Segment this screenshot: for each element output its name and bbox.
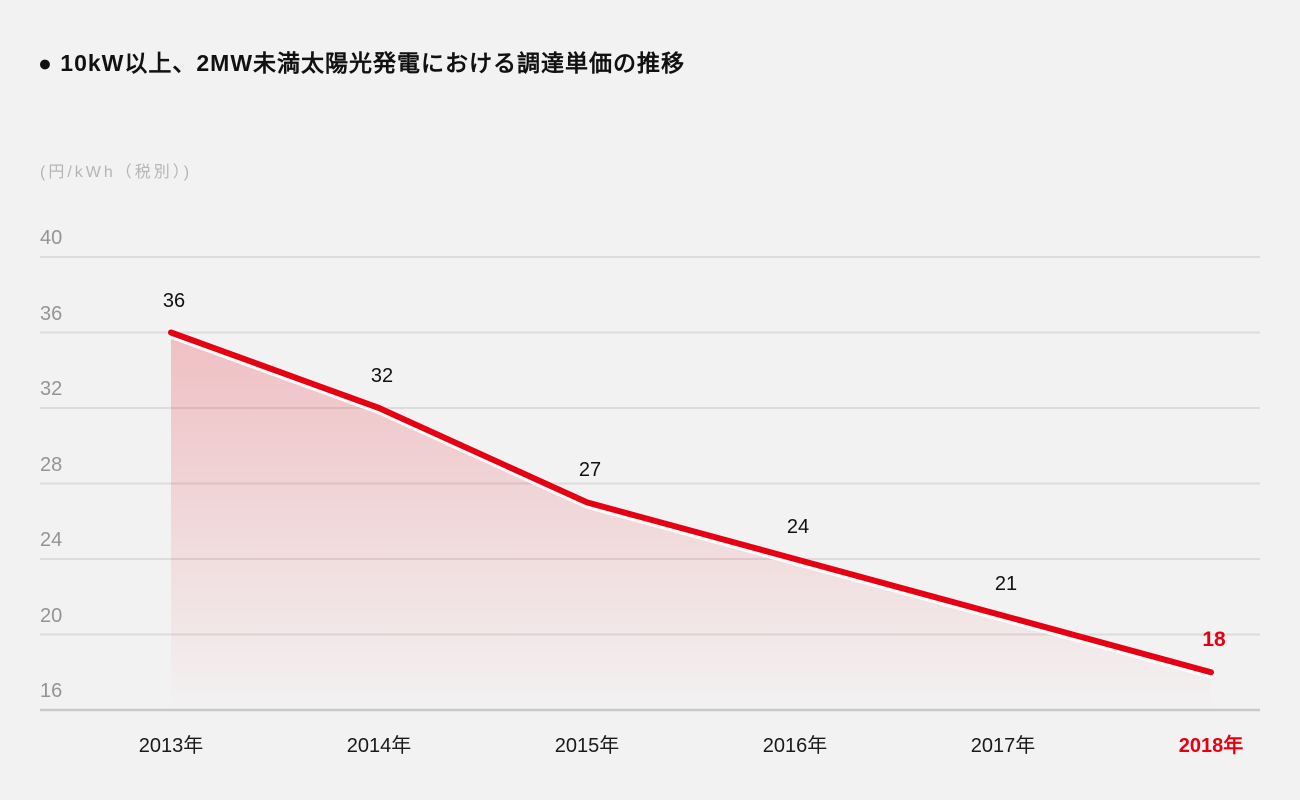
chart-line	[168, 329, 1214, 676]
x-axis-label-4: 2016年	[762, 735, 828, 757]
data-point-label-6: 18	[1202, 628, 1226, 652]
x-axis-label-1: 2013年	[138, 735, 204, 757]
y-tick-label-28: 28	[40, 453, 63, 476]
y-tick-label-20: 20	[40, 604, 63, 627]
y-tick-label-24: 24	[40, 529, 63, 551]
chart-line-white-outline	[169, 335, 1213, 679]
y-tick-label-40: 40	[40, 227, 63, 249]
x-axis-label-3: 2015年	[554, 735, 620, 757]
y-tick-label-32: 32	[40, 378, 63, 400]
x-axis-label-5: 2017年	[970, 735, 1036, 757]
y-axis-unit-label: (円/kWh（税別）)	[40, 164, 193, 181]
x-axis-label-6: 2018年	[1178, 735, 1244, 757]
y-tick-label-16: 16	[40, 680, 63, 702]
y-tick-label-36: 36	[40, 302, 63, 325]
data-point-label-3: 27	[578, 459, 602, 482]
data-point-label-2: 32	[370, 365, 394, 387]
chart-title: ● 10kW以上、2MW未満太陽光発電における調達単価の推移	[38, 50, 686, 76]
x-axis-label-2: 2014年	[346, 735, 412, 757]
data-point-label-5: 21	[994, 572, 1018, 595]
chart-area-fill	[171, 337, 1211, 712]
data-point-label-1: 36	[162, 289, 186, 312]
data-point-label-4: 24	[786, 516, 810, 538]
